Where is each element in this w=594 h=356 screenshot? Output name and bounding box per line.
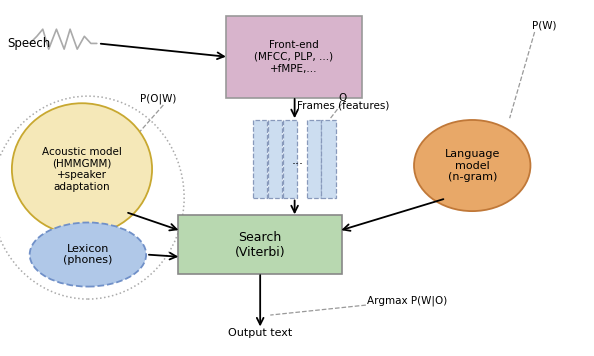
Text: P(W): P(W)	[532, 21, 556, 31]
FancyBboxPatch shape	[307, 120, 321, 198]
Text: Acoustic model
(HMMGMM)
+speaker
adaptation: Acoustic model (HMMGMM) +speaker adaptat…	[42, 147, 122, 192]
FancyBboxPatch shape	[178, 215, 342, 274]
Text: Output text: Output text	[228, 329, 292, 339]
Text: O: O	[339, 94, 347, 104]
Text: ...: ...	[292, 155, 304, 167]
FancyBboxPatch shape	[268, 120, 282, 198]
Text: Language
model
(n-gram): Language model (n-gram)	[444, 149, 500, 182]
Text: Frames (features): Frames (features)	[297, 101, 390, 111]
Ellipse shape	[12, 103, 152, 235]
FancyBboxPatch shape	[283, 120, 297, 198]
Text: Search
(Viterbi): Search (Viterbi)	[235, 231, 285, 259]
Text: Argmax P(W|O): Argmax P(W|O)	[367, 295, 447, 306]
Text: Lexicon
(phones): Lexicon (phones)	[63, 244, 113, 265]
Ellipse shape	[414, 120, 530, 211]
Ellipse shape	[30, 222, 146, 287]
FancyBboxPatch shape	[253, 120, 267, 198]
FancyBboxPatch shape	[321, 120, 336, 198]
Text: P(O|W): P(O|W)	[140, 94, 176, 104]
Text: Front-end
(MFCC, PLP, ...)
+fMPE,...: Front-end (MFCC, PLP, ...) +fMPE,...	[254, 40, 334, 74]
Text: Speech: Speech	[7, 37, 50, 50]
FancyBboxPatch shape	[226, 16, 362, 98]
